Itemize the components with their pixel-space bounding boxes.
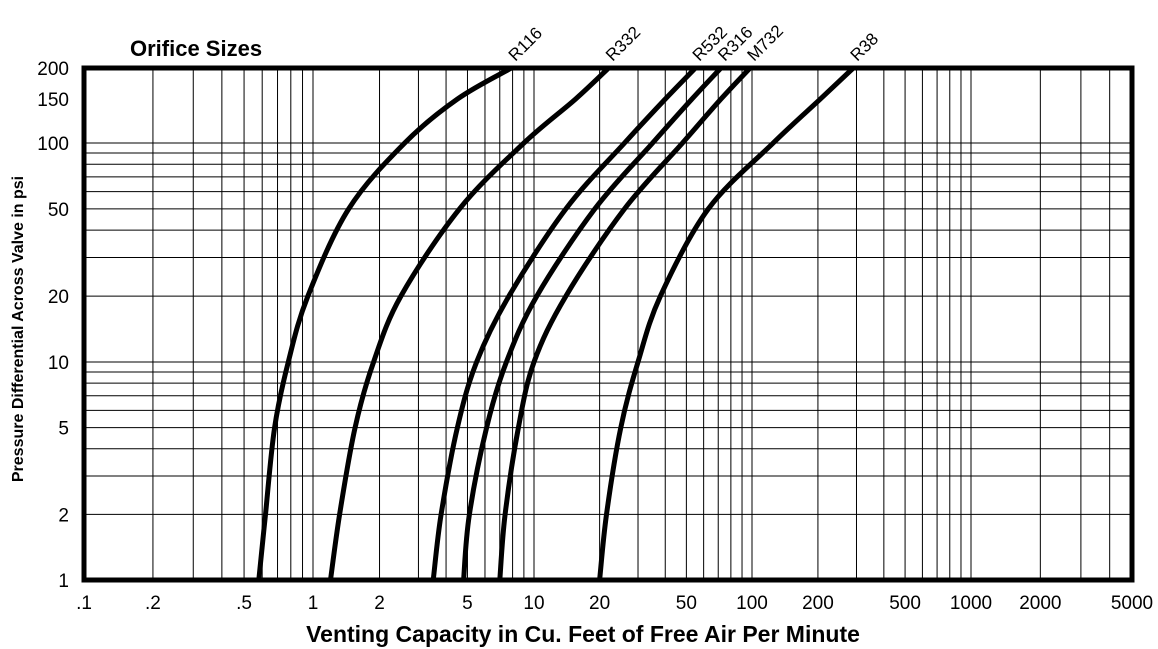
x-tick-labels: .1 .2 .5 1 2 5 10 20 50 100 200 500 1000 2000 5000 [76, 593, 1153, 614]
x-tick-label: .5 [236, 593, 252, 614]
series-label: R332 [602, 23, 644, 65]
x-tick-label: 1 [308, 593, 319, 614]
series-label: R116 [505, 24, 546, 65]
x-tick-label: 2000 [1019, 593, 1061, 614]
y-tick-label: 200 [37, 59, 69, 80]
chart-title: Orifice Sizes [130, 36, 262, 61]
y-tick-label: 5 [58, 419, 69, 440]
x-tick-label: 10 [523, 593, 544, 614]
y-tick-label: 20 [48, 287, 69, 308]
x-tick-label: 200 [802, 593, 834, 614]
y-tick-label: 1 [58, 571, 69, 592]
series-curve [430, 65, 698, 583]
series-label: R38 [847, 29, 882, 64]
x-tick-label: 5000 [1111, 593, 1153, 614]
y-tick-label: 2 [58, 505, 69, 526]
series-curve [497, 65, 753, 583]
series-label: M732 [743, 21, 787, 65]
plot-frame [81, 65, 1135, 583]
y-tick-label: 150 [37, 90, 69, 111]
x-tick-label: 50 [676, 593, 697, 614]
x-axis-label: Venting Capacity in Cu. Feet of Free Air… [306, 621, 860, 647]
x-tick-label: 1000 [950, 593, 992, 614]
x-tick-label: 100 [736, 593, 768, 614]
y-tick-label: 50 [48, 200, 69, 221]
x-tick-label: 20 [589, 593, 610, 614]
series-curve [256, 65, 514, 583]
series-curve [597, 65, 856, 583]
x-tick-label: .1 [76, 593, 92, 614]
series-curve [461, 65, 724, 583]
y-tick-labels: 1 2 5 10 20 50 100 150 200 [37, 59, 69, 592]
x-tick-label: 2 [374, 593, 385, 614]
y-tick-label: 10 [48, 353, 69, 374]
x-tick-label: 500 [889, 593, 921, 614]
x-tick-label: .2 [145, 593, 161, 614]
x-tick-label: 5 [462, 593, 473, 614]
series-curves [256, 65, 856, 583]
y-tick-label: 100 [37, 134, 69, 155]
y-axis-label: Pressure Differential Across Valve in ps… [10, 176, 27, 482]
series-curve [328, 65, 612, 583]
